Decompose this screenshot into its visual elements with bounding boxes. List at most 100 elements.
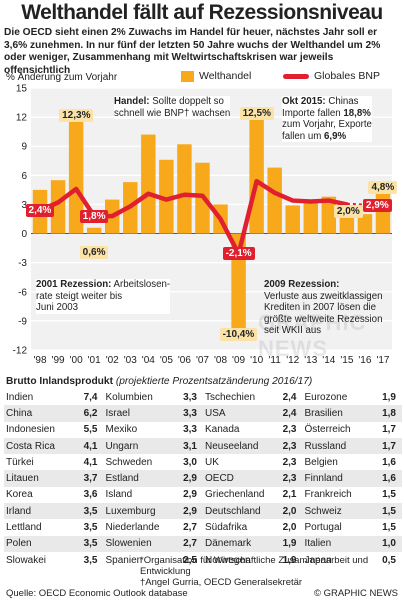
gdp-value: 1,9: [282, 538, 297, 550]
table-row: Türkei 4,1 Schweden 3,0 UK 2,3 Belgien 1,6: [4, 454, 402, 470]
gdp-heading: Brutto Inlandsprodukt (projektierte Proz…: [6, 376, 312, 387]
annotation-handel: Handel: Sollte doppelt so schnell wie BN…: [114, 96, 231, 119]
gdp-value: 2,0: [282, 522, 297, 534]
annotation-handel-text1: Sollte doppelt so: [149, 96, 224, 107]
data-label: 12,3%: [59, 108, 94, 122]
gdp-cell: Spanien 2,5: [104, 555, 204, 566]
x-tick-label: '08: [214, 355, 227, 366]
gdp-cell: UK 2,3: [203, 457, 303, 468]
legend-bar-label: Welthandel: [199, 70, 252, 82]
country-name: Israel: [105, 407, 130, 419]
gdp-value: 1,9: [282, 554, 297, 566]
gdp-cell: Irland 3,5: [4, 506, 104, 517]
gdp-value: 6,2: [83, 407, 98, 419]
x-tick-label: '10: [250, 355, 263, 366]
x-tick-label: '02: [106, 355, 119, 366]
country-name: Norwegen: [205, 554, 251, 566]
country-name: Russland: [304, 440, 347, 452]
annotation-2001-l2: rate steigt weiter bis: [36, 290, 123, 302]
gdp-cell: Polen 3,5: [4, 538, 104, 549]
gdp-heading-italic: (projektierte Prozentsatzänderung 2016/1…: [115, 376, 313, 387]
gdp-cell: Israel 3,3: [104, 408, 204, 419]
annotation-handel-text3: wachsen: [189, 107, 231, 119]
x-tick-label: '06: [178, 355, 191, 366]
table-row: Indien 7,4 Kolumbien 3,3 Tschechien 2,4 Eurozo…: [4, 389, 402, 405]
gdp-cell: Indonesien 5,5: [4, 424, 104, 435]
table-row: Korea 3,6 Island 2,9 Griechenland 2,1 Frankrei…: [4, 487, 402, 503]
country-name: Deutschland: [205, 505, 261, 517]
x-tick-label: '15: [340, 355, 353, 366]
footnote: *Organisation für Wirtschaftliche Zusamm…: [140, 555, 404, 588]
gdp-cell: Niederlande 2,7: [104, 522, 204, 533]
country-name: Lettland: [6, 522, 42, 534]
country-name: Japan: [304, 554, 332, 566]
country-name: China: [6, 407, 33, 419]
data-label: 4,8%: [368, 181, 398, 195]
trade-chart: -12 -9 -6 -3 0 3 6 9 12 15 '98 '99 '00 '01 '02 '03 '04 '0…: [13, 84, 392, 366]
gdp-cell: Neuseeland 2,3: [203, 441, 303, 452]
table-row: Indonesien 5,5 Mexiko 3,3 Kanada 2,3 Österreic…: [4, 422, 402, 438]
country-name: USA: [205, 407, 226, 419]
gdp-value: 2,4: [282, 407, 297, 419]
table-row: Lettland 3,5 Niederlande 2,7 Südafrika 2,0 Por…: [4, 519, 402, 535]
legend-line-label: Globales BNP: [314, 70, 380, 82]
legend-bar-swatch: [181, 70, 194, 82]
gdp-value: 1,0: [382, 538, 396, 550]
gdp-cell: Litauen 3,7: [4, 473, 104, 484]
country-name: Südafrika: [205, 522, 248, 534]
x-tick-label: '11: [269, 355, 282, 366]
gdp-value: 2,7: [183, 522, 197, 534]
footnote-oecd: *Organisation für Wirtschaftliche Zusamm…: [140, 555, 369, 577]
x-tick-label: '16: [358, 355, 371, 366]
gdp-cell: Lettland 3,5: [4, 522, 104, 533]
gdp-value: 4,1: [83, 440, 98, 452]
x-tick-label: '09: [232, 355, 245, 366]
data-label: 0,6%: [79, 245, 109, 259]
gdp-cell: Griechenland 2,1: [203, 489, 303, 500]
country-name: Belgien: [304, 456, 338, 468]
country-name: Luxemburg: [105, 505, 156, 517]
country-name: Indien: [6, 391, 34, 403]
bar: [177, 144, 192, 234]
gdp-cell: Slowenien 2,7: [104, 538, 204, 549]
annotation-okt-head: Okt 2015:: [282, 96, 326, 107]
source: Quelle: OECD Economic Outlook database: [6, 588, 188, 599]
footnote-gurria: †Angel Gurria, OECD Generalsekretär: [140, 577, 303, 588]
gdp-value: 1,5: [382, 522, 396, 534]
gdp-value: 1,6: [382, 456, 396, 468]
y-tick-label: 9: [21, 142, 27, 153]
gdp-cell: Brasilien 1,8: [303, 408, 403, 419]
country-name: Kanada: [205, 424, 240, 436]
country-name: Brasilien: [304, 407, 343, 419]
gdp-value: 1,5: [382, 505, 396, 517]
country-name: Irland: [6, 505, 32, 517]
country-name: Spanien: [105, 554, 143, 566]
gdp-table: Indien 7,4 Kolumbien 3,3 Tschechien 2,4 Eurozo…: [4, 389, 402, 568]
gdp-value: 1,5: [382, 489, 396, 501]
gdp-value: 3,3: [183, 424, 197, 436]
annotation-2001-l1: Arbeitslosen-: [111, 279, 171, 290]
gdp-cell: Schweiz 1,5: [303, 506, 403, 517]
gdp-value: 3,3: [183, 391, 197, 403]
gdp-value: 2,9: [183, 489, 197, 501]
country-name: Kolumbien: [105, 391, 153, 403]
bar: [357, 214, 373, 234]
gdp-cell: USA 2,4: [203, 408, 303, 419]
table-row: China 6,2 Israel 3,3 USA 2,4 Brasilien 1,8: [4, 405, 403, 422]
table-row: Costa Rica 4,1 Ungarn 3,1 Neuseeland 2,3 Russl…: [4, 437, 403, 455]
bar: [321, 196, 337, 234]
gdp-value: 3,7: [83, 473, 98, 485]
country-name: Polen: [6, 538, 32, 550]
gdp-cell: Russland 1,7: [303, 441, 403, 452]
gdp-cell: Türkei 4,1: [4, 457, 104, 468]
bar: [249, 112, 264, 234]
gdp-value: 2,7: [183, 538, 197, 550]
x-tick-label: '05: [160, 355, 173, 366]
data-label: 12,5%: [239, 106, 274, 120]
gdp-cell: Belgien 1,6: [303, 457, 403, 468]
gdp-cell: Schweden 3,0: [104, 457, 204, 468]
gdp-value: 3,1: [183, 440, 197, 452]
gdp-cell: Tschechien 2,4: [203, 392, 303, 403]
country-name: Indonesien: [6, 424, 55, 436]
gdp-cell: Finnland 1,6: [303, 473, 403, 484]
